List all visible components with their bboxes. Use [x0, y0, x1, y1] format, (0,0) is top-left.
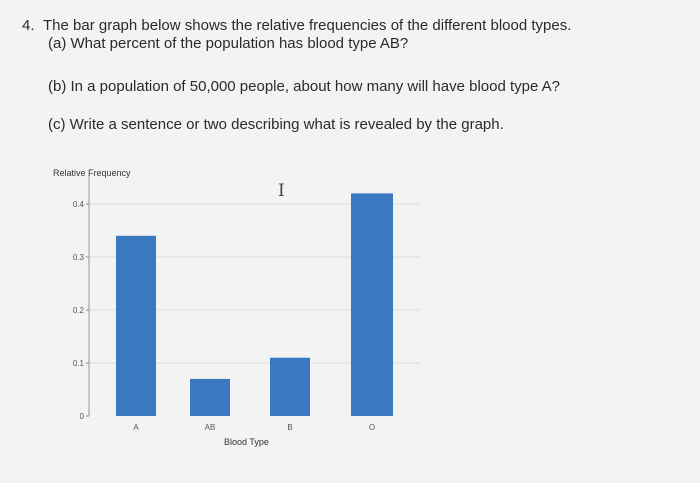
- y-tick-label: 0.2: [73, 306, 85, 315]
- y-axis-ticks: 0 0.1 0.2 0.3 0.4: [73, 200, 89, 421]
- question-number: 4.: [22, 17, 35, 34]
- x-tick-label: B: [287, 423, 292, 432]
- bar-o: [351, 193, 393, 416]
- y-tick-label: 0.4: [73, 200, 85, 209]
- x-axis-title: Blood Type: [224, 437, 269, 447]
- text-cursor-icon: I: [278, 181, 285, 201]
- y-tick-label: 0.1: [73, 359, 85, 368]
- chart-bars: [116, 193, 393, 416]
- y-tick-label: 0: [80, 412, 85, 421]
- bar-b: [270, 357, 310, 416]
- question-part-b: (b) In a population of 50,000 people, ab…: [48, 78, 561, 95]
- question-stem: The bar graph below shows the relative f…: [43, 17, 572, 34]
- bar-a: [116, 235, 156, 416]
- question-part-c: (c) Write a sentence or two describing w…: [48, 116, 504, 133]
- question-part-a: (a) What percent of the population has b…: [48, 35, 409, 52]
- x-tick-label: A: [133, 423, 139, 432]
- x-tick-label: AB: [205, 423, 216, 432]
- y-tick-label: 0.3: [73, 253, 85, 262]
- x-axis-tick-labels: A AB B O: [133, 423, 375, 432]
- bar-ab: [190, 378, 230, 416]
- x-tick-label: O: [369, 423, 375, 432]
- y-axis-title: Relative Frequency: [53, 168, 131, 178]
